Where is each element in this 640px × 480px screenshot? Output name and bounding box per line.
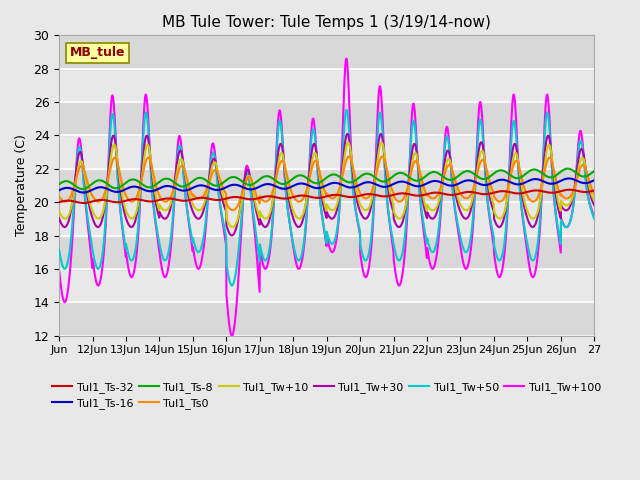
Title: MB Tule Tower: Tule Temps 1 (3/19/14-now): MB Tule Tower: Tule Temps 1 (3/19/14-now… [163,15,491,30]
Bar [59,302,594,336]
Y-axis label: Temperature (C): Temperature (C) [15,134,28,237]
Bar [59,269,594,302]
Bar [59,102,594,135]
Bar [59,169,594,202]
Text: MB_tule: MB_tule [70,47,125,60]
Legend: Tul1_Ts-32, Tul1_Ts-16, Tul1_Ts-8, Tul1_Ts0, Tul1_Tw+10, Tul1_Tw+30, Tul1_Tw+50,: Tul1_Ts-32, Tul1_Ts-16, Tul1_Ts-8, Tul1_… [48,377,605,413]
Bar [59,135,594,169]
Bar [59,36,594,69]
Bar [59,236,594,269]
Bar [59,202,594,236]
Bar [59,69,594,102]
